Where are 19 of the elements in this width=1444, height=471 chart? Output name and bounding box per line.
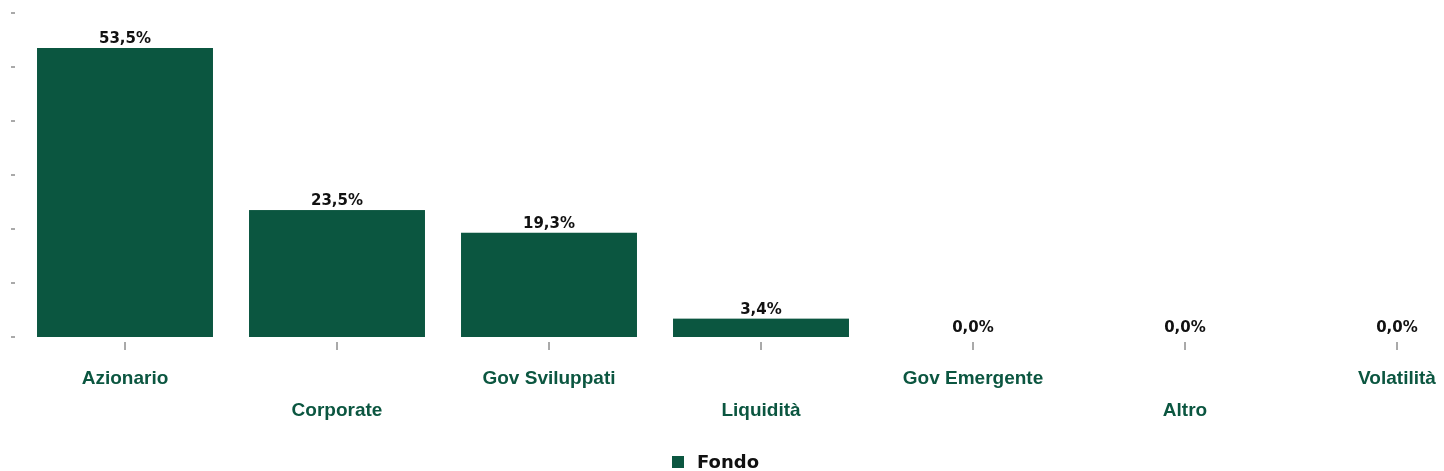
x-tick-label: Gov Emergente bbox=[902, 367, 1044, 388]
x-tick-label: Volatilità bbox=[1358, 367, 1437, 388]
x-tick-label: Liquidità bbox=[721, 399, 802, 420]
data-label: 23,5% bbox=[310, 191, 364, 210]
data-label: 19,3% bbox=[522, 213, 576, 232]
data-label: 0,0% bbox=[952, 318, 994, 336]
data-label: 0,0% bbox=[1164, 318, 1206, 336]
bar bbox=[461, 232, 637, 337]
data-label: 0,0% bbox=[1376, 318, 1418, 336]
legend-label: Fondo bbox=[697, 451, 759, 471]
bar bbox=[37, 48, 213, 337]
x-tick-label: Azionario bbox=[81, 367, 169, 388]
x-tick-label: Altro bbox=[1162, 399, 1208, 420]
x-tick-label: Gov Sviluppati bbox=[482, 367, 616, 388]
x-tick-label: Corporate bbox=[291, 399, 383, 420]
data-label: 53,5% bbox=[98, 29, 152, 47]
bar bbox=[249, 210, 425, 337]
data-label: 3,4% bbox=[740, 299, 782, 318]
bar bbox=[673, 318, 849, 337]
